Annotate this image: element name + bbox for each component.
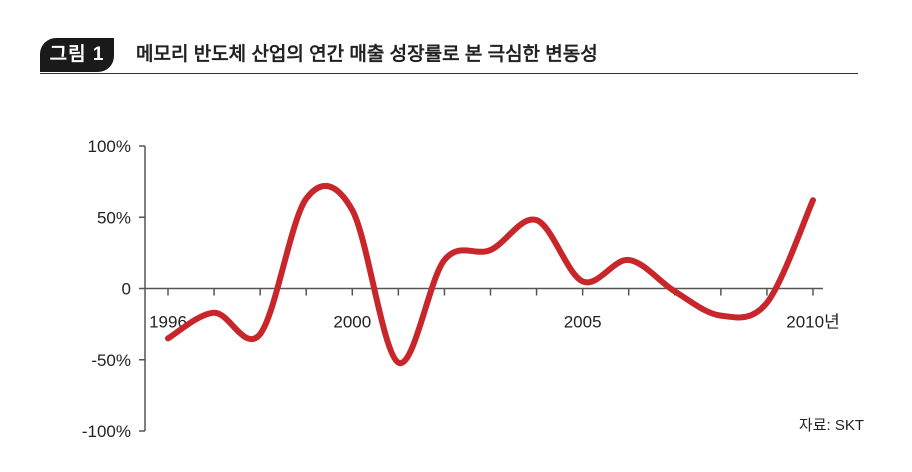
figure-label: 그림 1 [40,38,114,72]
x-tick-label: 2005 [564,313,602,332]
x-tick-label: 1996 [149,313,187,332]
y-tick-label: -50% [91,351,131,370]
y-tick-label: 100% [88,137,131,156]
x-tick-label: 2000 [333,313,371,332]
y-tick-label: 0 [122,280,131,299]
figure-header: 그림 1 메모리 반도체 산업의 연간 매출 성장률로 본 극심한 변동성 [40,38,858,76]
source-note: 자료: SKT [798,417,864,434]
y-tick-label: 50% [97,208,131,227]
figure-title: 메모리 반도체 산업의 연간 매출 성장률로 본 극심한 변동성 [136,44,598,65]
header-rule [40,73,858,74]
series-line [165,183,816,366]
x-tick-label: 2010년 [786,313,839,332]
y-tick-label: -100% [82,422,131,441]
